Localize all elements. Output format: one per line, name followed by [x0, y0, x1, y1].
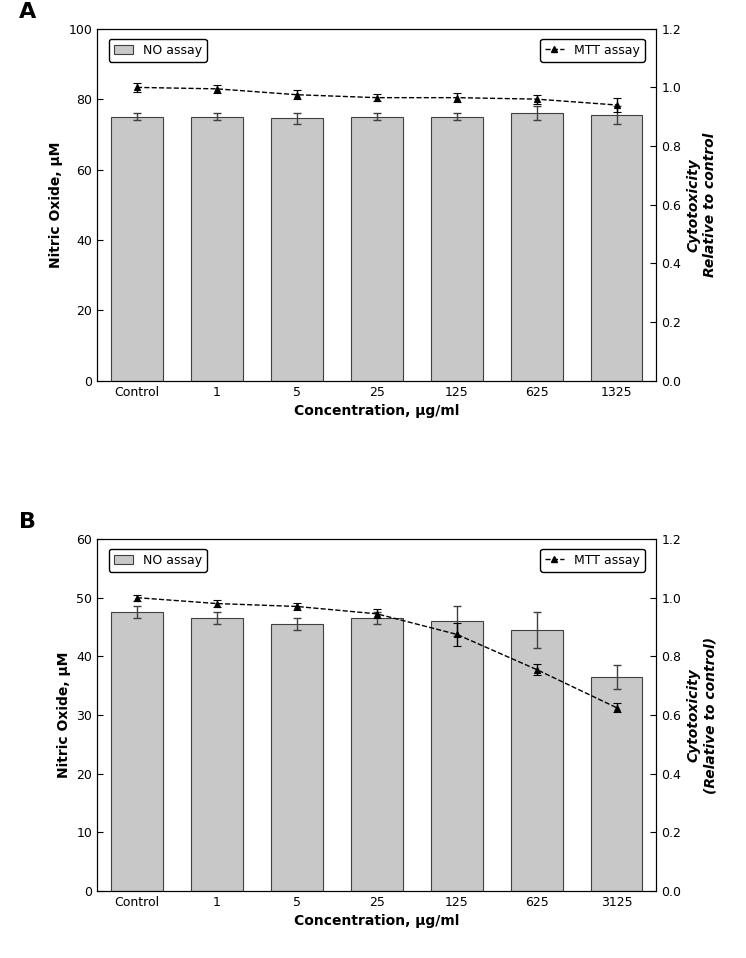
- Bar: [510, 630, 562, 891]
- Bar: [591, 115, 642, 380]
- Bar: [430, 117, 483, 380]
- Y-axis label: Nitric Oxide, μM: Nitric Oxide, μM: [48, 142, 63, 268]
- X-axis label: Concentration, μg/ml: Concentration, μg/ml: [294, 914, 460, 928]
- Legend: NO assay: NO assay: [109, 549, 207, 572]
- Bar: [271, 624, 323, 891]
- Bar: [430, 621, 483, 891]
- Text: A: A: [19, 2, 36, 22]
- Bar: [591, 677, 642, 891]
- Bar: [111, 612, 163, 891]
- Bar: [351, 618, 403, 891]
- Legend: MTT assay: MTT assay: [540, 38, 645, 61]
- Legend: MTT assay: MTT assay: [540, 549, 645, 572]
- Text: B: B: [19, 512, 36, 532]
- Bar: [271, 119, 323, 380]
- Bar: [111, 117, 163, 380]
- Bar: [191, 618, 243, 891]
- Y-axis label: Nitric Oxide, μM: Nitric Oxide, μM: [57, 651, 71, 778]
- Bar: [351, 117, 403, 380]
- Legend: NO assay: NO assay: [109, 38, 207, 61]
- Bar: [510, 113, 562, 380]
- Bar: [191, 117, 243, 380]
- X-axis label: Concentration, μg/ml: Concentration, μg/ml: [294, 404, 460, 418]
- Y-axis label: Cytotoxicity
(Relative to control): Cytotoxicity (Relative to control): [687, 636, 717, 793]
- Y-axis label: Cytotoxicity
Relative to control: Cytotoxicity Relative to control: [687, 132, 717, 277]
